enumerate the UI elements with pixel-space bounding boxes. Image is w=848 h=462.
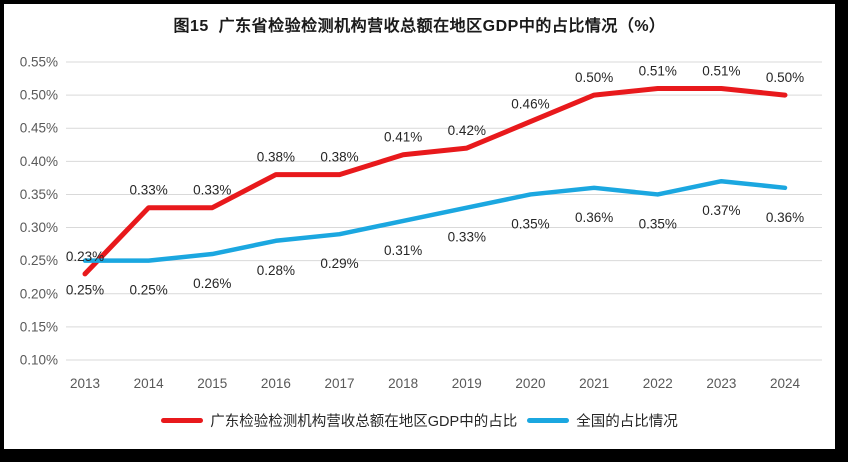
x-tick-label: 2024 <box>770 376 801 391</box>
data-label-guangdong: 0.46% <box>511 97 549 112</box>
x-tick-label: 2023 <box>706 376 736 391</box>
data-label-national: 0.35% <box>511 216 549 231</box>
y-tick-label: 0.10% <box>20 353 58 368</box>
data-label-national: 0.25% <box>129 283 167 298</box>
x-tick-label: 2022 <box>643 376 673 391</box>
y-tick-label: 0.25% <box>20 253 58 268</box>
y-tick-label: 0.20% <box>20 286 58 301</box>
x-tick-label: 2016 <box>261 376 291 391</box>
y-tick-label: 0.15% <box>20 319 58 334</box>
chart-title: 图15 广东省检验检测机构营收总额在地区GDP中的占比情况（%） <box>173 18 666 35</box>
data-label-national: 0.28% <box>257 263 295 278</box>
series-line-guangdong <box>82 85 788 277</box>
x-tick-label: 2021 <box>579 376 609 391</box>
x-tick-label: 2019 <box>452 376 482 391</box>
data-label-guangdong: 0.51% <box>702 63 740 78</box>
x-tick-label: 2013 <box>70 376 100 391</box>
y-tick-label: 0.40% <box>20 154 58 169</box>
legend: 广东检验检测机构营收总额在地区GDP中的占比 全国的占比情况 <box>4 410 835 431</box>
data-label-national: 0.29% <box>320 256 358 271</box>
data-label-national: 0.33% <box>448 230 486 245</box>
y-tick-label: 0.30% <box>20 220 58 235</box>
data-label-national: 0.31% <box>384 243 422 258</box>
x-tick-label: 2020 <box>515 376 545 391</box>
legend-item-guangdong: 广东检验检测机构营收总额在地区GDP中的占比 <box>161 410 517 431</box>
data-label-national: 0.25% <box>66 283 104 298</box>
data-label-guangdong: 0.42% <box>448 123 486 138</box>
data-label-guangdong: 0.51% <box>639 63 677 78</box>
data-label-national: 0.35% <box>639 216 677 231</box>
data-label-national: 0.37% <box>702 203 740 218</box>
data-label-guangdong: 0.23% <box>66 249 104 264</box>
legend-label-guangdong: 广东检验检测机构营收总额在地区GDP中的占比 <box>210 414 518 430</box>
data-label-guangdong: 0.33% <box>193 183 231 198</box>
y-tick-label: 0.45% <box>20 121 58 136</box>
data-label-national: 0.26% <box>193 276 231 291</box>
legend-item-national: 全国的占比情况 <box>527 410 678 431</box>
x-tick-label: 2017 <box>325 376 355 391</box>
legend-line-swatch-blue <box>527 418 570 423</box>
data-label-guangdong: 0.50% <box>766 70 804 85</box>
y-tick-label: 0.55% <box>20 55 58 70</box>
data-label-guangdong: 0.33% <box>129 183 167 198</box>
data-label-national: 0.36% <box>575 210 613 225</box>
x-tick-label: 2014 <box>134 376 165 391</box>
series-line-national <box>82 178 788 263</box>
data-label-national: 0.36% <box>766 210 804 225</box>
data-label-guangdong: 0.41% <box>384 130 422 145</box>
y-tick-label: 0.35% <box>20 187 58 202</box>
chart-canvas: 图15 广东省检验检测机构营收总额在地区GDP中的占比情况（%） 0.10% 0.… <box>4 4 835 449</box>
y-tick-label: 0.50% <box>20 88 58 103</box>
legend-line-swatch-red <box>161 418 204 423</box>
legend-label-national: 全国的占比情况 <box>576 414 678 430</box>
x-tick-label: 2018 <box>388 376 418 391</box>
data-label-guangdong: 0.38% <box>320 150 358 165</box>
chart-svg: 0.10% 0.15% 0.20% 0.25% 0.30% 0.35% 0.40% 0.45%… <box>20 55 822 391</box>
data-label-guangdong: 0.38% <box>257 150 295 165</box>
data-label-guangdong: 0.50% <box>575 70 613 85</box>
x-tick-label: 2015 <box>197 376 227 391</box>
